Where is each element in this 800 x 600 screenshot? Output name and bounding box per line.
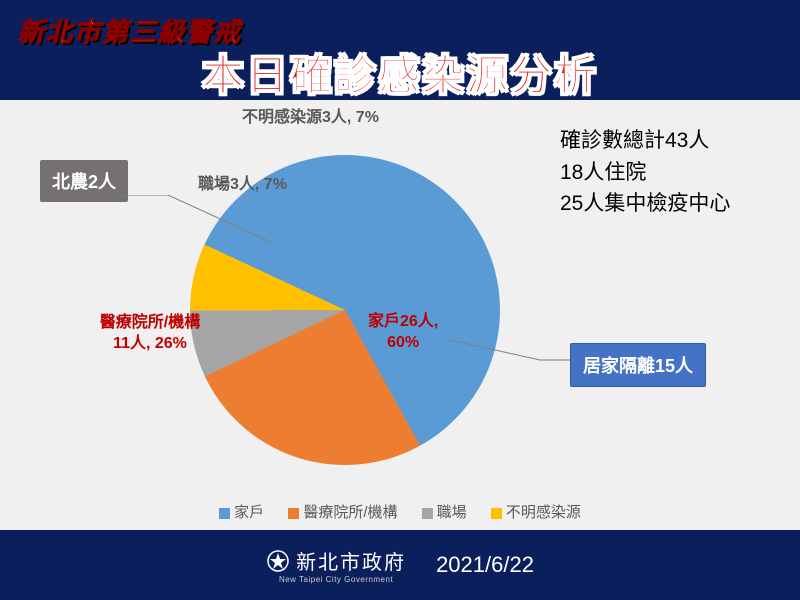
callout-north-ag: 北農2人 — [40, 160, 128, 202]
slice-label-medical: 醫療院所/機構11人, 26% — [85, 313, 215, 355]
info-line-quar: 25人集中檢疫中心 — [560, 188, 770, 220]
slice-label-household: 家戶26人,60% — [368, 312, 438, 354]
leader-line-gray — [118, 195, 278, 255]
gov-sub: New Taipei City Government — [279, 575, 393, 584]
footer-date: 2021/6/22 — [436, 552, 534, 578]
legend-item-1: 醫療院所/機構 — [288, 501, 397, 522]
info-line-total: 確診數總計43人 — [560, 125, 770, 157]
page-title: 本日確診感染源分析 — [0, 42, 800, 103]
slice-label-workplace: 職場3人, 7% — [198, 175, 287, 196]
legend-item-2: 職場 — [422, 501, 467, 522]
legend-item-0: 家戶 — [219, 501, 264, 522]
legend: 家戶 醫療院所/機構 職場 不明感染源 — [0, 501, 800, 522]
footer: 新北市政府 New Taipei City Government 2021/6/… — [0, 530, 800, 600]
callout-home-isolation: 居家隔離15人 — [570, 343, 706, 387]
info-line-hosp: 18人住院 — [560, 157, 770, 189]
legend-item-3: 不明感染源 — [491, 501, 581, 522]
leader-line-blue — [450, 330, 580, 370]
chart-panel: 家戶26人,60% 醫療院所/機構11人, 26% 職場3人, 7% 不明感染源… — [0, 100, 800, 530]
gov-logo: 新北市政府 New Taipei City Government — [266, 546, 406, 584]
gov-emblem-icon — [266, 549, 290, 573]
slice-label-unknown: 不明感染源3人, 7% — [242, 108, 379, 129]
summary-info: 確診數總計43人 18人住院 25人集中檢疫中心 — [560, 125, 770, 220]
gov-name: 新北市政府 — [296, 546, 406, 575]
